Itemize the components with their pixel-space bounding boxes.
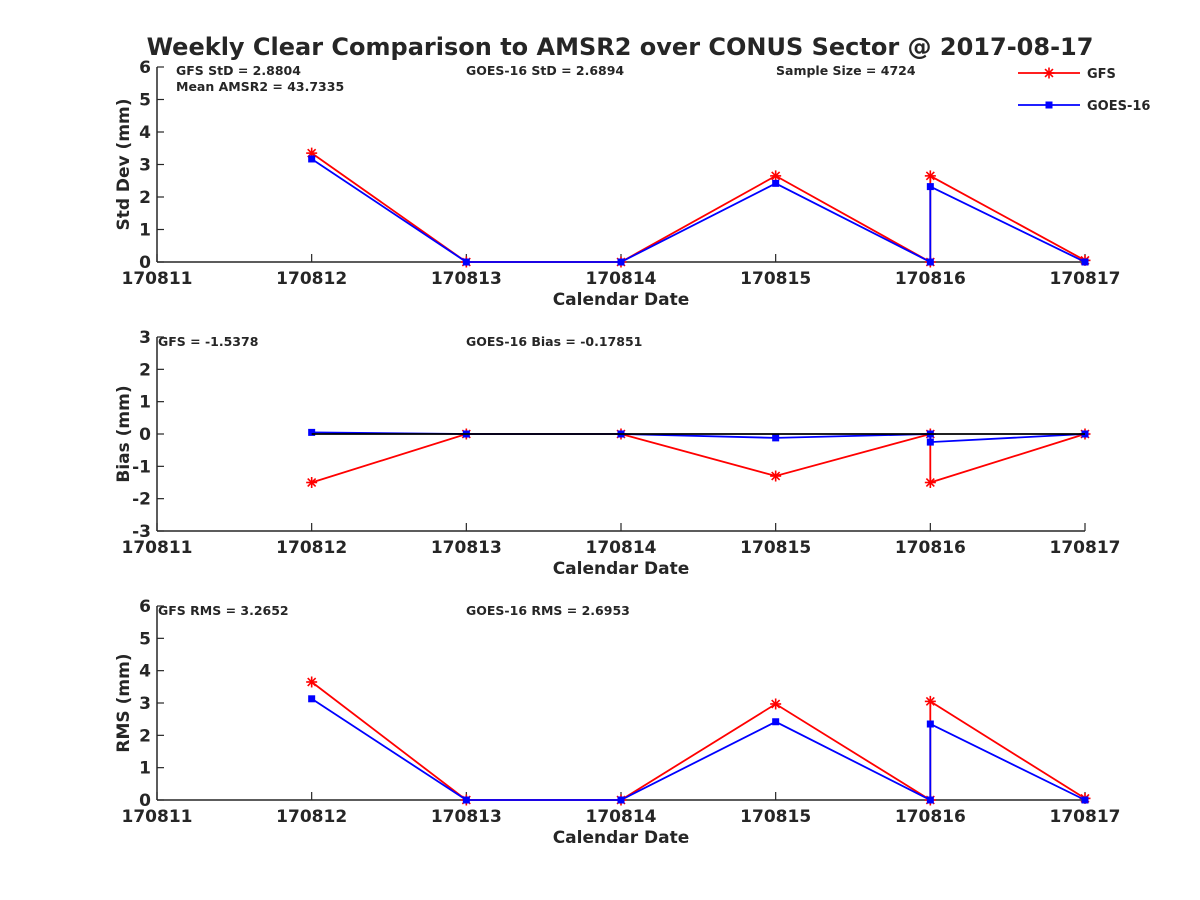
series-line-gfs (311, 432, 1086, 484)
stats-annotation: Mean AMSR2 = 43.7335 (176, 79, 344, 94)
x-tick-label: 170815 (740, 538, 811, 558)
x-tick-label: 170817 (1050, 538, 1121, 558)
series-line-gfs (311, 152, 1086, 264)
y-tick-label: -1 (132, 457, 151, 477)
y-axis-label: RMS (mm) (114, 653, 134, 752)
y-tick-label: 4 (139, 662, 151, 682)
data-point-goes-16 (772, 179, 780, 187)
y-tick-label: -3 (132, 522, 151, 542)
y-tick-label: 0 (139, 253, 151, 273)
x-axis-label: Calendar Date (553, 290, 690, 310)
x-tick-label: 170814 (586, 538, 657, 558)
y-tick-label: 4 (139, 123, 151, 143)
series-line-goes-16 (311, 158, 1086, 264)
y-axis-label: Std Dev (mm) (114, 98, 134, 230)
legend-label: GOES-16 (1087, 99, 1150, 114)
y-axis-label: Bias (mm) (114, 385, 134, 482)
data-point-gfs (770, 170, 782, 182)
x-tick-label: 170816 (895, 807, 966, 827)
x-tick-label: 170813 (431, 269, 502, 289)
data-point-goes-16 (617, 258, 625, 266)
stats-annotation: GOES-16 RMS = 2.6953 (466, 603, 630, 618)
x-tick-label: 170812 (276, 807, 347, 827)
data-point-goes-16 (926, 183, 934, 191)
data-point-gfs (306, 676, 318, 688)
y-tick-label: 5 (139, 629, 151, 649)
y-tick-label: 0 (139, 791, 151, 811)
y-tick-label: 6 (139, 597, 151, 617)
data-point-goes-16 (772, 718, 780, 726)
stats-annotation: GFS RMS = 3.2652 (158, 603, 289, 618)
data-point-goes-16 (1081, 796, 1089, 804)
data-point-gfs (924, 477, 936, 488)
data-point-gfs (924, 695, 936, 707)
x-tick-label: 170817 (1050, 269, 1121, 289)
data-point-gfs (770, 698, 782, 710)
data-point-goes-16 (926, 796, 934, 804)
legend-label: GFS (1087, 67, 1116, 82)
y-tick-label: 2 (139, 360, 151, 380)
y-tick-label: 6 (139, 58, 151, 78)
y-tick-label: 1 (139, 393, 151, 413)
data-point-goes-16 (926, 720, 934, 728)
x-tick-label: 170816 (895, 269, 966, 289)
legend-entry: GFS (1018, 67, 1116, 82)
data-point-goes-16 (772, 434, 780, 442)
stats-annotation: Sample Size = 4724 (776, 63, 916, 78)
series-line-goes-16 (311, 698, 1086, 802)
y-tick-label: 0 (139, 425, 151, 445)
x-tick-label: 170815 (740, 269, 811, 289)
panel-1: 0 1 2 3 4 5 6 170811 170812 170813 170814 170815 170… (114, 58, 1120, 310)
y-tick-label: 2 (139, 726, 151, 746)
y-tick-label: 1 (139, 221, 151, 241)
x-tick-label: 170811 (122, 269, 193, 289)
x-tick-label: 170813 (431, 538, 502, 558)
legend: GFS GOES-16 (1018, 67, 1150, 114)
stats-annotation: GFS = -1.5378 (158, 334, 258, 349)
data-point-goes-16 (1081, 258, 1089, 266)
data-point-goes-16 (617, 796, 625, 804)
data-point-gfs (770, 470, 782, 482)
stats-annotation: GOES-16 Bias = -0.17851 (466, 334, 642, 349)
panels: 0 1 2 3 4 5 6 170811 170812 170813 170814 170815 170… (114, 58, 1120, 848)
y-tick-label: 3 (139, 694, 151, 714)
data-point-goes-16 (462, 796, 470, 804)
data-point-goes-16 (926, 258, 934, 266)
x-tick-label: 170816 (895, 538, 966, 558)
legend-marker (1043, 67, 1055, 79)
x-tick-label: 170813 (431, 807, 502, 827)
data-point-gfs (306, 477, 318, 488)
series-line-gfs (311, 681, 1086, 802)
x-axis-label: Calendar Date (553, 559, 690, 579)
data-point-goes-16 (308, 155, 316, 163)
panel-3: 0 1 2 3 4 5 6 170811 170812 170813 170814 170815 170… (114, 597, 1120, 848)
y-tick-label: 3 (139, 328, 151, 348)
chart-title: Weekly Clear Comparison to AMSR2 over CO… (147, 33, 1094, 61)
legend-entry: GOES-16 (1018, 99, 1150, 114)
data-point-goes-16 (308, 428, 316, 436)
y-tick-label: 3 (139, 156, 151, 176)
x-tick-label: 170811 (122, 538, 193, 558)
x-axis-label: Calendar Date (553, 828, 690, 848)
y-tick-label: 1 (139, 759, 151, 779)
panel-2: -3 -2 -1 0 1 2 3 170811 170812 170813 170814 170815… (114, 328, 1120, 579)
data-point-goes-16 (462, 258, 470, 266)
stats-annotation: GFS StD = 2.8804 (176, 63, 301, 78)
stats-annotation: GOES-16 StD = 2.6894 (466, 63, 624, 78)
legend-marker (1045, 101, 1053, 109)
x-tick-label: 170812 (276, 538, 347, 558)
y-tick-label: 5 (139, 91, 151, 111)
x-tick-label: 170815 (740, 807, 811, 827)
x-tick-label: 170817 (1050, 807, 1121, 827)
data-point-goes-16 (308, 695, 316, 703)
x-tick-label: 170811 (122, 807, 193, 827)
y-tick-label: -2 (132, 490, 151, 510)
x-tick-label: 170814 (586, 807, 657, 827)
x-tick-label: 170812 (276, 269, 347, 289)
y-tick-label: 2 (139, 188, 151, 208)
data-point-goes-16 (926, 438, 934, 446)
data-point-gfs (924, 170, 936, 182)
x-tick-label: 170814 (586, 269, 657, 289)
